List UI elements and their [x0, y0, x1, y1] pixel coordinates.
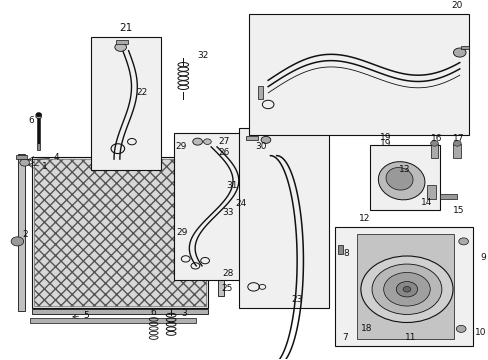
Text: 30: 30	[255, 142, 266, 151]
Text: 16: 16	[430, 134, 442, 143]
Bar	[334, 228, 472, 346]
Bar	[218, 187, 223, 296]
Bar	[91, 37, 161, 170]
Text: 28: 28	[222, 269, 234, 278]
Circle shape	[430, 141, 438, 146]
Text: 25: 25	[221, 284, 232, 293]
Text: 13: 13	[399, 165, 410, 174]
Bar	[246, 136, 258, 140]
Text: 32: 32	[197, 51, 208, 60]
Circle shape	[11, 237, 23, 246]
Circle shape	[115, 43, 126, 51]
Text: 9: 9	[479, 253, 485, 262]
Bar	[460, 46, 468, 49]
Circle shape	[395, 282, 417, 297]
Bar	[439, 194, 456, 199]
Text: 22: 22	[136, 88, 147, 97]
Circle shape	[203, 139, 211, 144]
Bar	[37, 117, 40, 150]
Bar	[426, 185, 436, 199]
Text: 29: 29	[175, 142, 186, 151]
Bar	[430, 144, 438, 158]
Text: 6: 6	[28, 116, 34, 125]
Bar	[356, 234, 453, 339]
Bar	[32, 309, 207, 314]
Text: 20: 20	[451, 1, 462, 10]
Circle shape	[452, 141, 460, 146]
Circle shape	[216, 182, 225, 189]
Ellipse shape	[378, 162, 424, 200]
Text: 3: 3	[181, 309, 186, 318]
Bar	[248, 14, 468, 135]
Text: 1: 1	[42, 162, 48, 171]
Bar	[337, 245, 343, 254]
Circle shape	[455, 325, 465, 332]
Bar	[19, 154, 25, 311]
Circle shape	[371, 264, 441, 314]
Text: 26: 26	[218, 148, 230, 157]
Bar	[208, 175, 214, 276]
Text: 29: 29	[176, 228, 187, 237]
Text: 14: 14	[420, 198, 431, 207]
Circle shape	[402, 287, 410, 292]
Bar	[16, 155, 26, 159]
Circle shape	[383, 273, 429, 306]
Circle shape	[192, 138, 202, 145]
Text: 10: 10	[474, 328, 486, 337]
Text: 7: 7	[341, 333, 347, 342]
Text: 15: 15	[451, 206, 463, 215]
Text: 21: 21	[120, 23, 133, 33]
Ellipse shape	[385, 167, 412, 190]
Bar	[32, 157, 207, 308]
Bar	[30, 318, 196, 323]
Circle shape	[261, 136, 270, 143]
Text: 23: 23	[291, 294, 303, 303]
Circle shape	[36, 114, 41, 118]
Bar	[173, 133, 248, 280]
Text: 33: 33	[222, 208, 233, 217]
Circle shape	[360, 256, 452, 323]
Bar	[116, 40, 127, 44]
Bar	[258, 86, 263, 99]
Text: 17: 17	[451, 134, 463, 143]
Circle shape	[36, 113, 41, 117]
Text: 24: 24	[235, 199, 246, 208]
Bar	[34, 159, 205, 306]
Text: 12: 12	[358, 214, 369, 223]
Text: 18: 18	[360, 324, 371, 333]
Text: 11: 11	[405, 333, 416, 342]
Bar	[452, 144, 460, 158]
Circle shape	[452, 48, 465, 57]
Bar	[239, 128, 328, 308]
Text: 19: 19	[379, 139, 390, 148]
Bar	[369, 145, 439, 210]
Text: 31: 31	[226, 181, 238, 190]
Text: 8: 8	[342, 249, 348, 258]
Circle shape	[458, 238, 468, 245]
Text: 27: 27	[218, 137, 230, 146]
Text: 4: 4	[53, 153, 59, 162]
Text: 2: 2	[23, 230, 28, 239]
Text: 19: 19	[379, 133, 390, 142]
Circle shape	[20, 159, 29, 166]
Text: 5: 5	[83, 311, 89, 320]
Text: 6: 6	[150, 308, 156, 317]
